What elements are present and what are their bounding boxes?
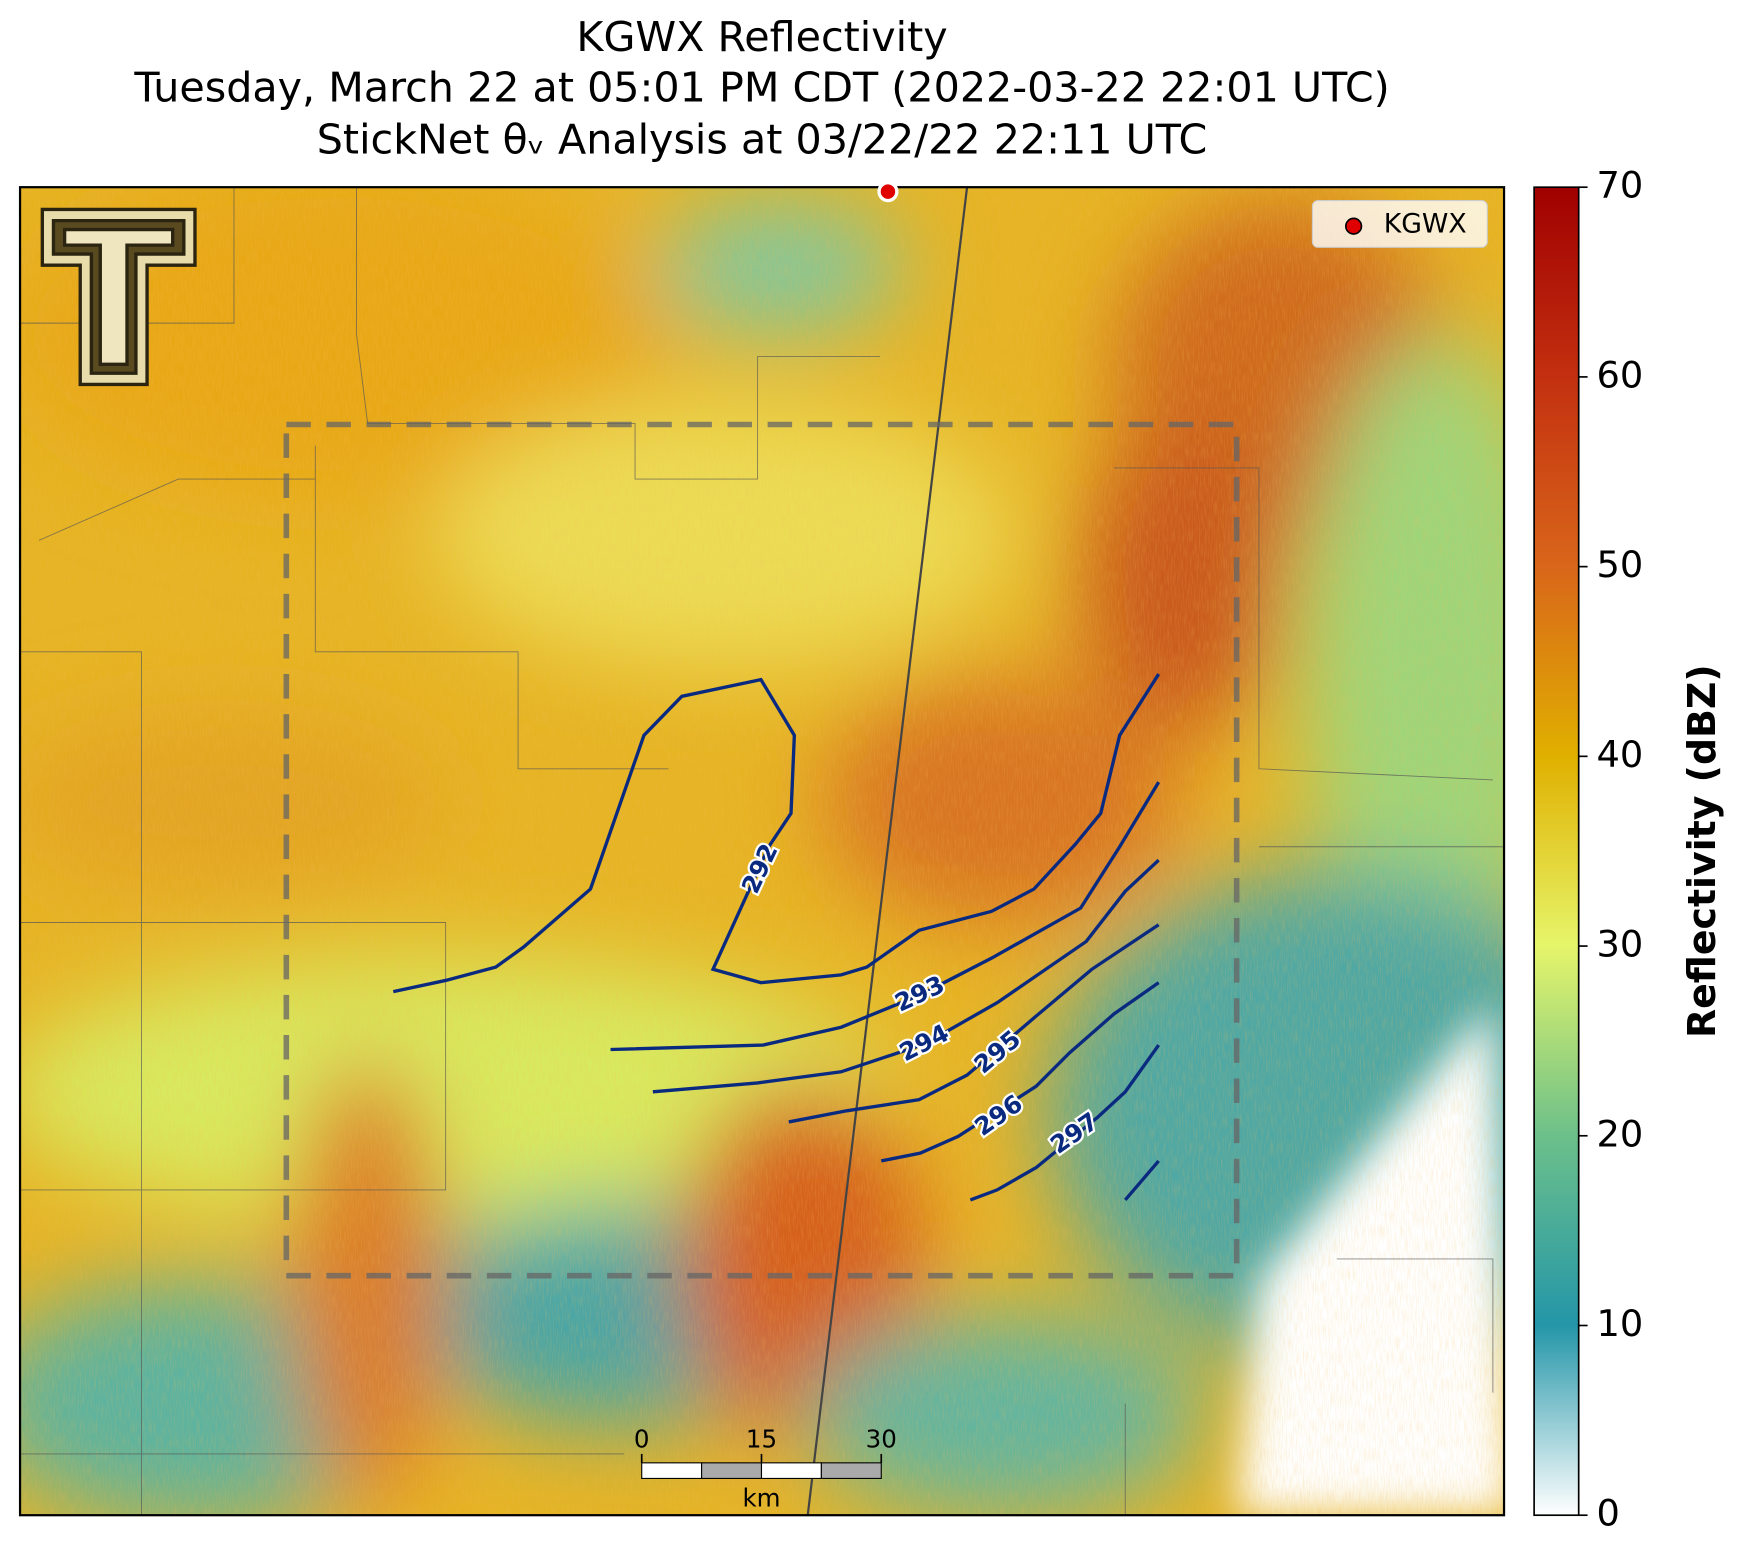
colorbar — [1533, 186, 1580, 1517]
radar-site — [877, 181, 899, 203]
colorbar-tick-label: 0 — [1597, 1492, 1620, 1535]
contour-line — [880, 981, 1160, 1163]
scale-segment — [760, 1462, 822, 1479]
colorbar-tick-label: 40 — [1597, 733, 1644, 776]
scale-label: 15 — [746, 1425, 777, 1454]
radar-field — [20, 187, 1505, 1516]
colorbar-tick-label: 60 — [1597, 353, 1644, 396]
plot-frame — [18, 186, 1506, 1517]
colorbar-label: Reflectivity (dBZ) — [1680, 664, 1724, 1038]
title: KGWX Reflectivity — [576, 13, 947, 61]
colorbar-tick-label: 50 — [1597, 543, 1644, 586]
colorbar-tick-label: 70 — [1597, 164, 1644, 207]
contour-line — [392, 673, 1161, 994]
colorbar-tick-label: 30 — [1597, 923, 1644, 966]
contour-line — [788, 923, 1160, 1124]
scale-label: 0 — [634, 1425, 650, 1454]
colorbar-ticks: 0 10 20 30 40 50 60 70 — [1578, 164, 1644, 1535]
contour-line — [610, 781, 1161, 1052]
scale-segment — [641, 1462, 703, 1479]
contour-line — [969, 1044, 1161, 1202]
scale-bar: 0 15 30 km — [634, 1425, 897, 1513]
contour-line — [652, 858, 1160, 1094]
legend: KGWX — [1311, 200, 1488, 248]
legend-marker — [1345, 217, 1363, 235]
title: StickNet θᵥ Analysis at 03/22/22 22:11 U… — [317, 116, 1208, 164]
scale-unit: km — [742, 1484, 780, 1513]
scale-segment — [820, 1462, 882, 1479]
scale-segment — [701, 1462, 763, 1479]
colorbar-tick-label: 10 — [1597, 1302, 1644, 1345]
title: Tuesday, March 22 at 05:01 PM CDT (2022-… — [133, 63, 1389, 111]
colorbar-tick-label: 20 — [1597, 1112, 1644, 1155]
logo — [40, 207, 197, 387]
legend-label: KGWX — [1384, 209, 1467, 240]
scale-label: 30 — [866, 1425, 897, 1454]
